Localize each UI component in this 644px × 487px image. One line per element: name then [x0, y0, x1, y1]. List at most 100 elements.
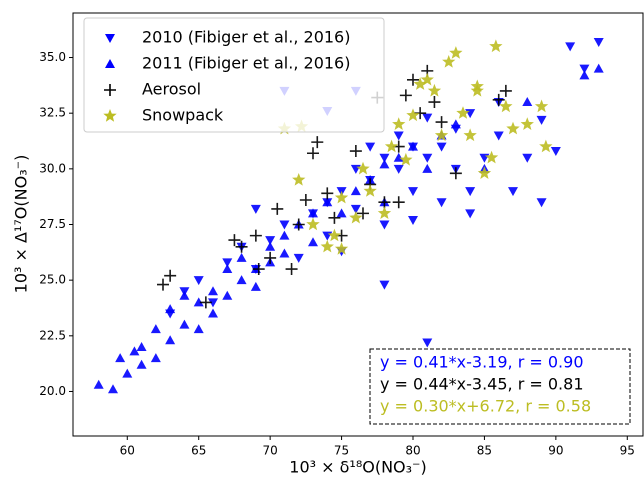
- point: [499, 99, 513, 113]
- x-tick-label: 90: [548, 444, 563, 458]
- point: [236, 275, 247, 285]
- point: [208, 308, 218, 318]
- point: [222, 258, 233, 268]
- point: [208, 298, 218, 308]
- point: [129, 346, 140, 356]
- point: [279, 230, 290, 240]
- point: [199, 296, 212, 309]
- point: [222, 290, 233, 300]
- point: [150, 353, 161, 363]
- x-tick-label: 75: [334, 444, 349, 458]
- point: [363, 184, 377, 197]
- point: [435, 116, 448, 129]
- point: [522, 97, 533, 107]
- point: [271, 202, 284, 215]
- point: [350, 186, 361, 196]
- point: [299, 194, 312, 207]
- point: [422, 113, 433, 123]
- point: [321, 187, 334, 200]
- point: [179, 319, 190, 329]
- point: [357, 207, 369, 220]
- point: [422, 163, 433, 173]
- point: [450, 119, 461, 129]
- legend-label: Snowpack: [142, 106, 224, 125]
- point: [520, 117, 534, 130]
- legend-marker: [104, 84, 116, 96]
- point: [484, 150, 499, 164]
- point: [408, 187, 418, 197]
- point: [436, 198, 447, 208]
- point: [228, 234, 241, 247]
- point: [208, 286, 218, 296]
- point: [506, 121, 520, 135]
- point: [379, 280, 390, 290]
- point: [235, 240, 248, 253]
- point: [379, 159, 390, 169]
- point: [193, 297, 204, 307]
- point: [334, 242, 349, 255]
- point: [579, 70, 590, 80]
- legend-marker: [103, 109, 117, 122]
- point: [408, 216, 418, 226]
- point: [449, 46, 463, 59]
- point: [392, 196, 405, 209]
- point: [434, 128, 449, 142]
- point: [449, 167, 462, 180]
- point: [222, 264, 233, 274]
- point: [422, 338, 433, 348]
- point: [593, 37, 604, 47]
- point: [164, 269, 177, 282]
- point: [279, 220, 290, 230]
- point: [264, 251, 277, 264]
- point: [349, 145, 362, 158]
- point: [470, 83, 484, 97]
- y-tick-label: 30.0: [39, 161, 66, 175]
- point: [508, 187, 518, 197]
- legend-label: Aerosol: [142, 80, 201, 99]
- point: [489, 39, 503, 53]
- point: [136, 359, 147, 369]
- point: [334, 190, 349, 204]
- point: [328, 211, 341, 224]
- point: [279, 248, 290, 258]
- annotation: y = 0.41*x-3.19, r = 0.90: [380, 353, 584, 372]
- annotation: y = 0.30*x+6.72, r = 0.58: [380, 397, 591, 416]
- point: [427, 83, 442, 97]
- point: [539, 139, 553, 153]
- point: [193, 324, 204, 334]
- point: [492, 93, 505, 106]
- point: [465, 109, 476, 119]
- point: [465, 187, 476, 197]
- x-axis-label: 10³ × δ¹⁸O(NO₃⁻): [289, 458, 426, 477]
- point: [522, 153, 533, 163]
- x-tick-label: 80: [405, 444, 420, 458]
- annotation-box: [369, 348, 631, 425]
- point: [477, 166, 492, 179]
- point: [350, 204, 361, 214]
- point: [165, 304, 176, 314]
- point: [436, 142, 447, 152]
- point: [536, 198, 547, 208]
- point: [393, 152, 404, 162]
- point: [493, 131, 504, 141]
- y-tick-label: 32.5: [39, 106, 66, 120]
- point: [250, 281, 261, 291]
- point: [408, 141, 418, 151]
- point: [456, 106, 470, 119]
- point: [428, 96, 441, 109]
- point: [442, 55, 456, 68]
- legend-label: 2010 (Fibiger et al., 2016): [142, 28, 350, 47]
- x-tick-label: 95: [620, 444, 635, 458]
- point: [293, 253, 304, 263]
- point: [108, 384, 118, 394]
- point: [322, 197, 333, 207]
- point: [193, 276, 204, 286]
- point: [377, 206, 392, 219]
- point: [307, 147, 319, 160]
- point: [365, 142, 376, 152]
- point: [322, 231, 333, 241]
- point: [392, 117, 406, 130]
- y-tick-label: 27.5: [39, 217, 66, 231]
- point: [356, 161, 370, 175]
